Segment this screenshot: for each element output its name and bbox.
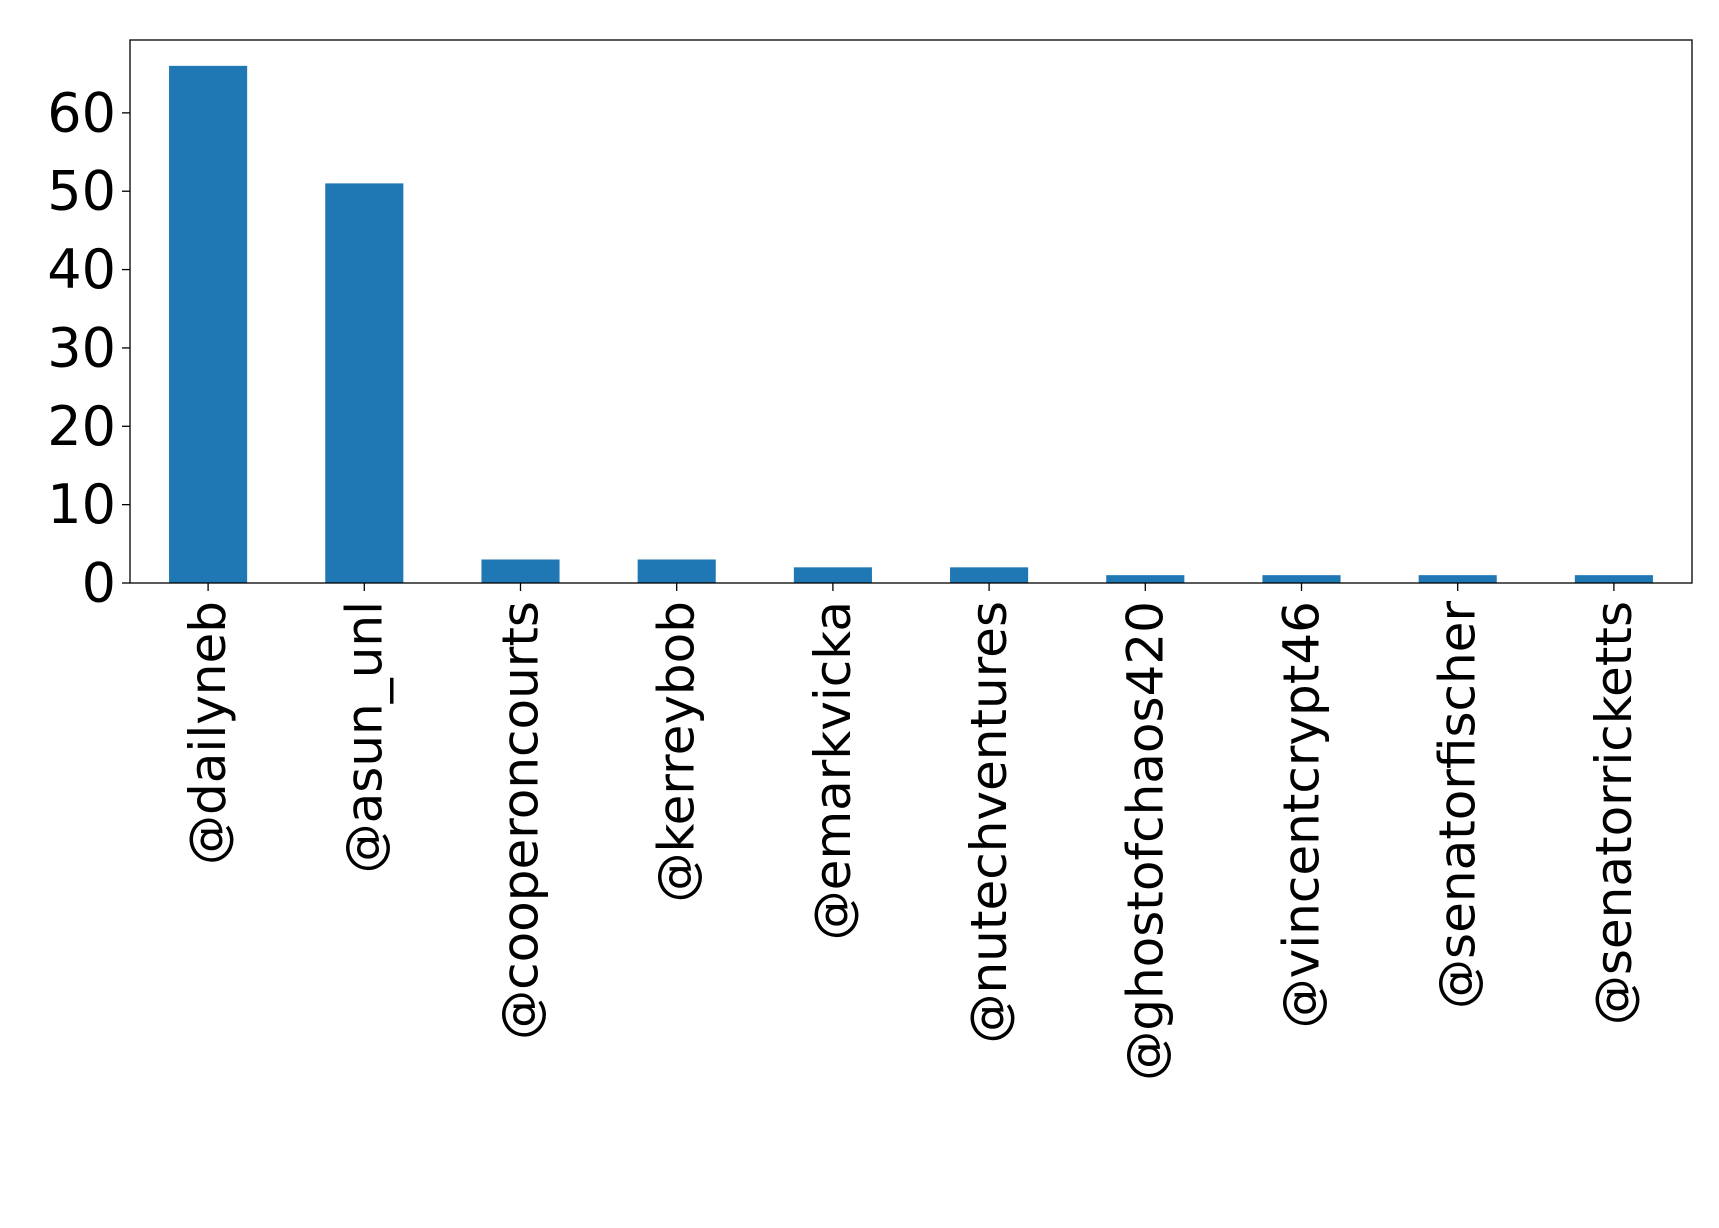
bar	[950, 567, 1029, 583]
y-tick-label: 0	[82, 552, 116, 615]
plot-frame	[129, 39, 1693, 584]
bar	[481, 559, 560, 583]
x-tick-label: @senatorricketts	[1585, 601, 1643, 1025]
bar	[1418, 575, 1497, 583]
x-tick-label: @dailyneb	[179, 601, 237, 865]
bars-group	[169, 65, 1653, 584]
bar	[1262, 575, 1341, 583]
x-tick-label: @nutechventures	[960, 601, 1018, 1044]
bar	[325, 183, 404, 583]
y-tick-label: 40	[47, 238, 116, 301]
bar	[637, 559, 716, 583]
y-tick-label: 30	[47, 316, 116, 379]
bar	[169, 65, 248, 584]
x-tick-label: @senatorfischer	[1429, 601, 1487, 1009]
y-tick-label: 10	[47, 473, 116, 536]
y-tick-label: 60	[47, 81, 116, 144]
x-tick-label: @asun_unl	[335, 601, 393, 873]
x-tick-label: @ghostofchaos420	[1116, 601, 1174, 1081]
y-tick-label: 20	[47, 395, 116, 458]
y-tick-label: 50	[47, 160, 116, 223]
x-axis: @dailyneb @asun_unl @cooperoncourts @kerrey…	[179, 583, 1643, 1081]
x-tick-label: @cooperoncourts	[492, 601, 550, 1040]
bar	[1574, 575, 1653, 583]
x-tick-label: @emarkvicka	[804, 601, 862, 940]
x-tick-label: @kerreybob	[648, 601, 706, 903]
y-axis: 0 10 20 30 40 50 60	[47, 81, 130, 615]
x-tick-label: @vincentcrypt46	[1273, 601, 1331, 1028]
bar	[1106, 575, 1185, 583]
bar	[793, 567, 872, 583]
